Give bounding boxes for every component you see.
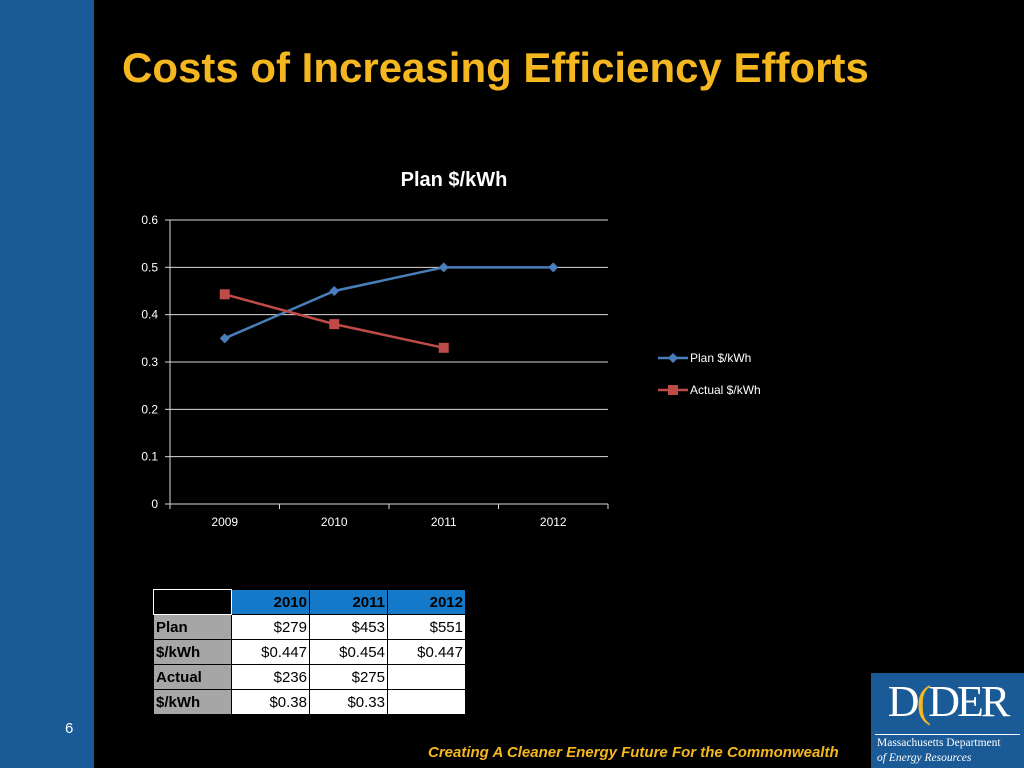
actual-kwh-point [329,319,340,330]
plan-kwh-point [548,262,559,273]
page-number: 6 [65,720,74,737]
table-cell: $0.33 [309,689,388,715]
x-tick-label: 2009 [211,515,238,529]
table-row: Actual $236 $275 [153,664,466,690]
actual-kwh-point [438,342,449,353]
y-tick-label: 0.5 [141,260,158,274]
table-row-label: Plan [153,614,232,640]
legend-label: Plan $/kWh [690,351,751,365]
table-cell: $279 [231,614,310,640]
logo-divider [875,734,1020,735]
table-row: $/kWh $0.447 $0.454 $0.447 [153,639,466,665]
y-tick-label: 0.1 [141,450,158,464]
logo-letters: DER [928,677,1010,726]
table-corner-cell [153,589,232,615]
table-row-label: Actual [153,664,232,690]
chart-title: Plan $/kWh [401,169,508,191]
plan-kwh-line [224,266,554,340]
plan-kwh-point [329,286,340,296]
table-cell [387,689,466,715]
footer-tagline: Creating A Cleaner Energy Future For the… [428,744,839,761]
table-header-cell: 2012 [387,589,466,615]
table-header-row: 2010 2011 2012 [153,589,466,615]
cost-table: 2010 2011 2012 Plan $279 $453 $551 $/kWh… [153,589,466,715]
table-row: $/kWh $0.38 $0.33 [153,689,466,715]
legend-marker [668,385,678,395]
slide-title: Costs of Increasing Efficiency Efforts [122,44,869,91]
logo-wordmark: D(DER [871,673,1024,733]
doer-logo: D(DER Massachusetts Department of Energy… [871,673,1024,768]
table-header-cell: 2011 [309,589,388,615]
table-row: Plan $279 $453 $551 [153,614,466,640]
x-tick-label: 2012 [540,515,567,529]
y-tick-label: 0.6 [141,213,158,227]
plan-kwh-point [219,333,230,344]
x-tick-label: 2011 [431,515,457,529]
logo-letter: D [887,677,920,726]
table-cell: $453 [309,614,388,640]
table-cell: $551 [387,614,466,640]
table-cell [387,664,466,690]
line-chart: Plan $/kWh 0 0.1 0.2 0.3 0.4 0.5 0.6 2009 2010 201… [141,169,761,529]
y-tick-label: 0.4 [141,308,158,322]
table-cell: $0.447 [387,639,466,665]
table-cell: $275 [309,664,388,690]
y-tick-label: 0.3 [141,355,158,369]
legend-label: Actual $/kWh [690,383,761,397]
table-cell: $0.38 [231,689,310,715]
y-tick-label: 0.2 [141,402,158,416]
logo-org-line2: of Energy Resources [877,752,972,764]
x-tick-label: 2010 [321,515,348,529]
legend-marker [668,353,678,363]
left-accent-band [0,0,94,768]
table-cell: $236 [231,664,310,690]
plan-kwh-point [438,262,449,273]
actual-kwh-point [219,289,230,300]
table-row-label: $/kWh [153,639,232,665]
sun-icon: ( [916,677,932,726]
table-row-label: $/kWh [153,689,232,715]
table-cell: $0.454 [309,639,388,665]
table-header-cell: 2010 [231,589,310,615]
logo-org-line1: Massachusetts Department [877,737,1001,749]
table-cell: $0.447 [231,639,310,665]
y-tick-label: 0 [151,497,158,511]
